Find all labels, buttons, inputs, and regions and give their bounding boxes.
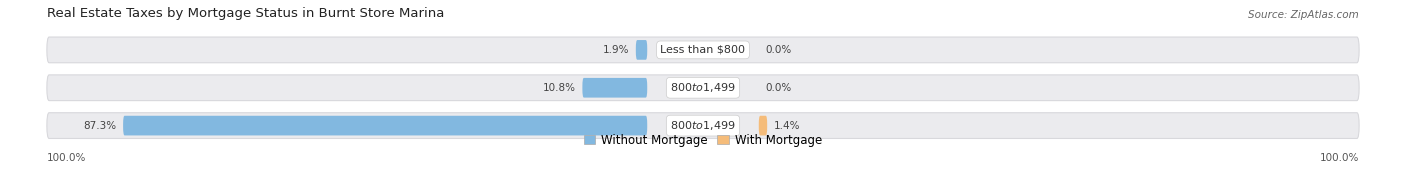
FancyBboxPatch shape	[46, 75, 1360, 101]
Text: 100.0%: 100.0%	[1320, 153, 1360, 163]
Text: Real Estate Taxes by Mortgage Status in Burnt Store Marina: Real Estate Taxes by Mortgage Status in …	[46, 7, 444, 20]
Text: 10.8%: 10.8%	[543, 83, 576, 93]
Text: 1.9%: 1.9%	[603, 45, 630, 55]
FancyBboxPatch shape	[46, 113, 1360, 138]
FancyBboxPatch shape	[46, 37, 1360, 63]
Legend: Without Mortgage, With Mortgage: Without Mortgage, With Mortgage	[579, 129, 827, 151]
Text: 87.3%: 87.3%	[83, 121, 117, 131]
FancyBboxPatch shape	[582, 78, 647, 98]
FancyBboxPatch shape	[636, 40, 647, 60]
Text: $800 to $1,499: $800 to $1,499	[671, 119, 735, 132]
Text: 1.4%: 1.4%	[773, 121, 800, 131]
Text: Source: ZipAtlas.com: Source: ZipAtlas.com	[1249, 10, 1360, 20]
FancyBboxPatch shape	[759, 116, 768, 136]
Text: 0.0%: 0.0%	[765, 83, 792, 93]
Text: 100.0%: 100.0%	[46, 153, 86, 163]
Text: 0.0%: 0.0%	[765, 45, 792, 55]
FancyBboxPatch shape	[124, 116, 647, 136]
Text: $800 to $1,499: $800 to $1,499	[671, 81, 735, 94]
Text: Less than $800: Less than $800	[661, 45, 745, 55]
